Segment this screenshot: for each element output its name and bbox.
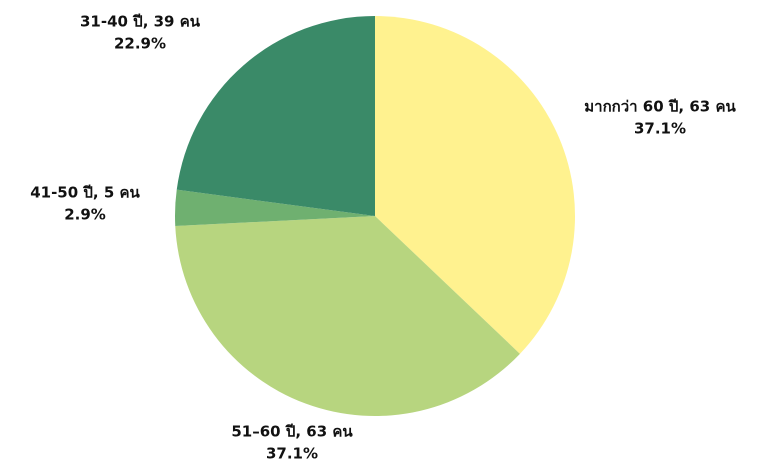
slice-percent: 37.1% — [266, 445, 318, 463]
pie-slice — [175, 216, 520, 416]
slice-label: มากกว่า 60 ปี, 63 คน — [584, 98, 736, 116]
slice-label: 51–60 ปี, 63 คน — [231, 423, 353, 441]
slice-label: 41-50 ปี, 5 คน — [30, 184, 140, 202]
slice-percent: 22.9% — [114, 35, 166, 53]
pie-slice — [176, 16, 375, 216]
slice-percent: 2.9% — [64, 206, 106, 224]
pie-slice — [175, 189, 375, 227]
pie-slice — [375, 16, 575, 354]
slice-percent: 37.1% — [634, 120, 686, 138]
slice-label: 31-40 ปี, 39 คน — [80, 13, 201, 31]
